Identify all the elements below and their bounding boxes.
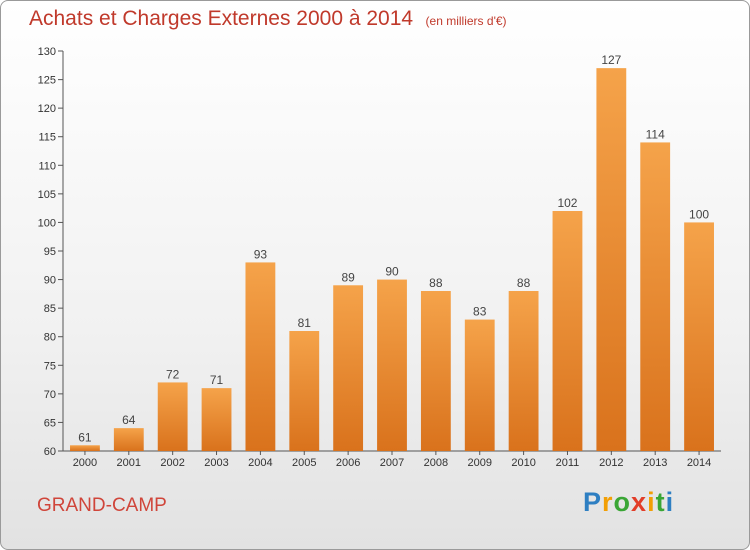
bar bbox=[377, 279, 407, 451]
bar-value-label: 88 bbox=[429, 276, 443, 290]
bar bbox=[684, 222, 714, 451]
x-tick-label: 2011 bbox=[556, 457, 580, 469]
bar-value-label: 93 bbox=[254, 247, 268, 261]
y-tick-label: 90 bbox=[44, 275, 56, 287]
x-tick-label: 2009 bbox=[467, 457, 491, 469]
x-tick-label: 2006 bbox=[336, 457, 360, 469]
bar bbox=[420, 291, 451, 451]
proxiti-logo: Proxiti bbox=[583, 487, 674, 518]
bar bbox=[552, 211, 583, 451]
x-tick-label: 2012 bbox=[599, 457, 623, 469]
y-tick-label: 60 bbox=[44, 446, 56, 458]
x-tick-label: 2001 bbox=[117, 457, 141, 469]
y-tick-label: 130 bbox=[38, 46, 56, 58]
bar-value-label: 61 bbox=[78, 430, 92, 444]
x-tick-label: 2000 bbox=[73, 457, 97, 469]
chart-title: Achats et Charges Externes 2000 à 2014 bbox=[29, 7, 414, 30]
chart-subtitle: (en milliers d'€) bbox=[425, 14, 507, 28]
bar bbox=[596, 68, 627, 452]
chart-title-block: Achats et Charges Externes 2000 à 2014 (… bbox=[29, 7, 507, 31]
bar-value-label: 72 bbox=[166, 367, 180, 381]
y-tick-label: 85 bbox=[44, 303, 56, 315]
bar-value-label: 90 bbox=[385, 265, 399, 279]
bar-value-label: 100 bbox=[689, 207, 709, 221]
logo-letter: i bbox=[665, 487, 675, 517]
bar-value-label: 64 bbox=[122, 413, 136, 427]
x-tick-label: 2013 bbox=[643, 457, 667, 469]
x-tick-label: 2005 bbox=[292, 457, 316, 469]
y-tick-label: 75 bbox=[44, 360, 56, 372]
x-tick-label: 2004 bbox=[248, 457, 272, 469]
x-tick-label: 2014 bbox=[687, 457, 711, 469]
y-tick-label: 100 bbox=[38, 217, 56, 229]
bar bbox=[464, 319, 495, 451]
x-tick-label: 2010 bbox=[511, 457, 535, 469]
bar-value-label: 102 bbox=[557, 196, 577, 210]
logo-letter: P bbox=[583, 487, 603, 517]
y-tick-label: 70 bbox=[44, 389, 56, 401]
bar-value-label: 127 bbox=[601, 53, 621, 67]
bar bbox=[201, 388, 232, 451]
logo-letter: x bbox=[631, 487, 648, 517]
logo-letter: o bbox=[613, 487, 632, 517]
bar-value-label: 71 bbox=[210, 373, 224, 387]
bar bbox=[289, 331, 320, 451]
x-tick-label: 2003 bbox=[204, 457, 228, 469]
logo-letter: r bbox=[602, 487, 614, 517]
bar bbox=[333, 285, 364, 451]
bar bbox=[640, 142, 671, 451]
x-tick-label: 2002 bbox=[160, 457, 184, 469]
y-tick-label: 105 bbox=[38, 189, 56, 201]
bar bbox=[113, 428, 144, 451]
bar-value-label: 83 bbox=[473, 305, 487, 319]
y-tick-label: 115 bbox=[38, 132, 56, 144]
y-tick-label: 95 bbox=[44, 246, 56, 258]
bar bbox=[70, 445, 100, 451]
y-tick-label: 125 bbox=[38, 75, 56, 87]
y-tick-label: 65 bbox=[44, 417, 56, 429]
logo-letter: i bbox=[647, 487, 656, 517]
x-tick-label: 2007 bbox=[380, 457, 404, 469]
bar-value-label: 89 bbox=[341, 270, 355, 284]
bar-value-label: 81 bbox=[298, 316, 312, 330]
bar bbox=[245, 262, 276, 451]
logo-letter: t bbox=[655, 487, 666, 517]
y-tick-label: 110 bbox=[38, 160, 56, 172]
bar bbox=[157, 382, 188, 451]
bar-value-label: 114 bbox=[646, 127, 665, 141]
y-tick-label: 80 bbox=[44, 332, 56, 344]
y-tick-label: 120 bbox=[38, 103, 56, 115]
place-name: GRAND-CAMP bbox=[37, 495, 167, 516]
bar bbox=[508, 291, 539, 451]
x-tick-label: 2008 bbox=[424, 457, 448, 469]
bar-value-label: 88 bbox=[517, 276, 531, 290]
